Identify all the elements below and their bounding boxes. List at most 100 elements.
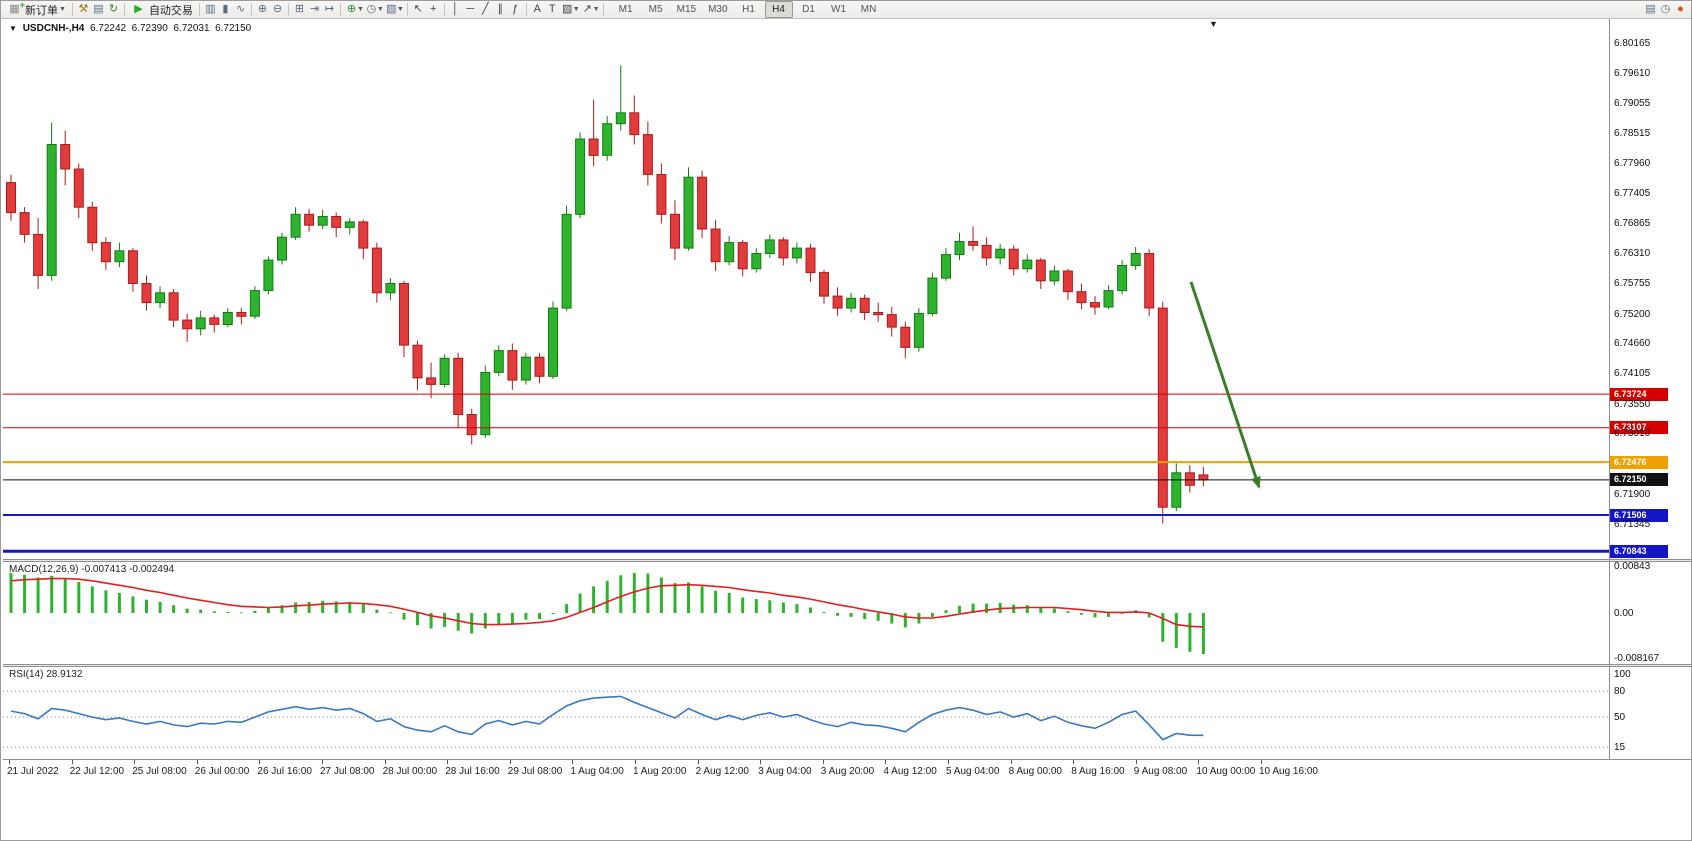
candle-body <box>791 247 802 259</box>
periods-icon[interactable]: ◷ <box>366 3 377 15</box>
macd-histogram-bar <box>700 586 704 613</box>
shapes-icon[interactable]: ▨ <box>562 3 573 15</box>
macd-signal-line <box>10 577 1204 628</box>
macd-histogram-bar <box>809 607 812 613</box>
new-order-button[interactable]: ▦ + 新订单 ▼ <box>4 1 69 18</box>
indicators-icon[interactable]: ⊕ <box>346 3 357 15</box>
text-icon[interactable]: A <box>533 3 541 15</box>
candle-body <box>629 112 640 136</box>
channel-icon[interactable]: ∥ <box>497 3 504 15</box>
cursor-icon[interactable]: ↖ <box>413 3 423 15</box>
timeframe-m30[interactable]: M30 <box>708 4 728 15</box>
macd-histogram-bar <box>294 602 298 613</box>
zoom-out-icon[interactable]: ⊖ <box>272 3 283 15</box>
timeframe-w1[interactable]: W1 <box>831 4 847 15</box>
text-label-icon[interactable]: T <box>548 3 556 15</box>
chevron-down-icon: ▼ <box>356 6 364 13</box>
macd-histogram-bar <box>239 612 243 614</box>
one-click-trading-icon[interactable]: ▼ <box>9 24 17 33</box>
crosshair-icon[interactable]: + <box>430 3 437 15</box>
clock-icon[interactable]: ◷ <box>1660 3 1671 15</box>
candle-body <box>277 236 287 261</box>
macd-histogram-bar <box>23 574 27 614</box>
macd-histogram-bar <box>131 596 135 613</box>
candle-body <box>1008 248 1019 270</box>
toolbar-separator <box>602 3 604 16</box>
price-axis-label: 6.80165 <box>1614 37 1651 49</box>
alert-icon[interactable]: ● <box>1677 3 1684 15</box>
macd-main-value: -0.007413 <box>81 564 127 575</box>
macd-axis-label: -0.008167 <box>1614 653 1660 665</box>
autotrading-button[interactable]: ▶ 自动交易 <box>128 2 196 18</box>
macd-histogram-bar <box>1120 613 1124 614</box>
chart-shift-icon[interactable]: ↦ <box>324 3 335 15</box>
templates-icon[interactable]: ▧ <box>386 3 397 15</box>
time-axis-label: 26 Jul 00:00 <box>194 766 250 777</box>
macd-histogram-bar <box>930 613 934 617</box>
candle-body <box>1157 307 1168 508</box>
time-axis-tick <box>1135 760 1137 764</box>
vertical-line-icon[interactable]: │ <box>451 3 459 15</box>
candle-body <box>33 234 44 276</box>
bar-chart-icon[interactable]: ▥ <box>205 3 216 15</box>
timeframe-h4[interactable]: H4 <box>764 1 793 18</box>
refresh-icon[interactable]: ↻ <box>108 3 119 15</box>
macd-histogram-bar <box>416 613 419 626</box>
market-watch-icon[interactable]: ▤ <box>93 3 104 15</box>
pane-separator[interactable] <box>3 664 1691 667</box>
time-axis-tick <box>259 760 261 764</box>
timeframe-m15[interactable]: M15 <box>676 4 697 15</box>
candle-body <box>615 112 626 125</box>
trend-arrow-drawing[interactable] <box>1189 281 1261 489</box>
timeframe-h1[interactable]: H1 <box>742 4 755 15</box>
timeframe-m5[interactable]: M5 <box>648 4 663 15</box>
auto-scroll-icon[interactable]: ⇥ <box>309 3 320 15</box>
timeframe-m1[interactable]: M1 <box>618 4 633 15</box>
candle-body <box>141 283 152 304</box>
ohlc-high: 6.72390 <box>131 23 168 34</box>
zoom-in-icon[interactable]: ⊕ <box>257 3 268 15</box>
horizontal-line-icon[interactable]: ─ <box>466 3 475 15</box>
trendline-icon[interactable]: ╱ <box>481 3 489 15</box>
timeframe-d1[interactable]: D1 <box>802 4 815 15</box>
candle-body <box>100 242 111 263</box>
macd-histogram-bar <box>1066 611 1070 613</box>
macd-histogram-bar <box>1201 613 1205 654</box>
price-axis-label: 6.76310 <box>1614 248 1651 259</box>
macd-histogram-bar <box>77 582 81 613</box>
line-chart-icon[interactable]: ∿ <box>235 3 246 15</box>
candle-body <box>520 356 531 381</box>
macd-histogram-bar <box>632 573 636 613</box>
time-axis-label: 21 Jul 2022 <box>7 766 59 777</box>
chart-shift-marker[interactable]: ▼ <box>1209 19 1218 29</box>
rsi-pane: RSI(14) 28.9132 100 80 50 15 <box>3 667 1691 759</box>
candle-body <box>561 213 572 309</box>
macd-pane: MACD(12,26,9) -0.007413 -0.002494 0.0084… <box>3 561 1691 665</box>
candle-body <box>507 350 518 381</box>
price-pane[interactable]: ▼ USDCNH-,H4 6.72242 6.72390 6.72031 6.7… <box>3 19 1691 559</box>
candle-body <box>493 350 504 373</box>
time-axis-label: 27 Jul 08:00 <box>320 766 375 777</box>
arrows-icon[interactable]: ↗ <box>582 3 592 15</box>
candle-body <box>900 326 911 348</box>
fibonacci-icon[interactable]: ƒ <box>512 3 519 15</box>
timeframe-buttons: M1 M5 M15 M30 H1 H4 D1 W1 MN <box>611 1 884 18</box>
pane-separator[interactable] <box>3 559 1691 562</box>
window-list-icon[interactable]: ▤ <box>1645 3 1656 15</box>
metaeditor-icon[interactable]: ⚒ <box>78 3 89 15</box>
time-axis[interactable]: 21 Jul 2022 22 Jul 12:00 25 Jul 08:00 26 Ju… <box>3 759 1691 782</box>
macd-histogram-bar <box>538 613 541 620</box>
candle-body <box>819 272 829 297</box>
tile-windows-icon[interactable]: ⊞ <box>294 3 305 15</box>
candle-body <box>263 259 274 292</box>
candle-body <box>371 247 382 294</box>
rsi-axis-label: 15 <box>1614 742 1626 754</box>
candle-body <box>1022 259 1033 270</box>
toolbar-separator <box>198 3 200 16</box>
macd-histogram-bar <box>741 597 745 613</box>
candlestick-chart-icon[interactable]: ▮ <box>222 3 229 15</box>
timeframe-mn[interactable]: MN <box>860 4 877 15</box>
time-axis-tick <box>134 760 136 764</box>
macd-histogram-bar <box>1052 608 1056 613</box>
macd-histogram-bar <box>1080 613 1083 615</box>
